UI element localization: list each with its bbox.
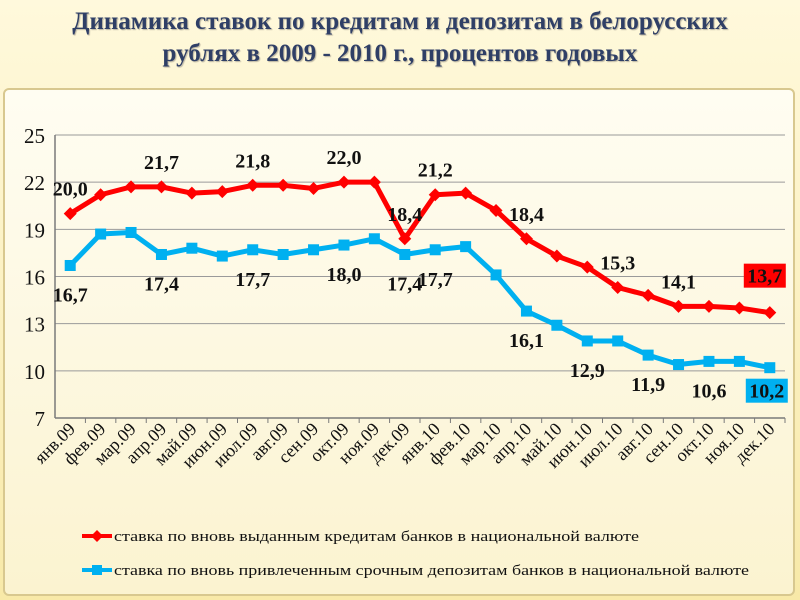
data-point-1-13	[460, 241, 472, 253]
data-point-1-15	[520, 305, 532, 317]
data-label-0-9: 22,0	[326, 147, 361, 169]
data-label-1-6: 17,7	[235, 269, 270, 291]
data-point-1-5	[216, 250, 228, 262]
data-label-0-23: 13,7	[747, 266, 782, 288]
y-tick-label-13: 13	[24, 313, 45, 337]
data-label-0-3: 21,7	[144, 152, 179, 174]
axes	[54, 135, 786, 423]
chart-title-line1: Динамика ставок по кредитам и депозитам …	[72, 8, 728, 35]
legend: ставка по вновь выданным кредитам банков…	[82, 529, 749, 579]
data-point-0-18	[611, 281, 625, 295]
data-point-0-2	[124, 180, 138, 194]
data-label-1-15: 16,1	[509, 330, 544, 352]
y-tick-label-22: 22	[24, 171, 45, 195]
data-point-1-16	[551, 319, 563, 331]
data-point-1-18	[612, 335, 624, 347]
data-point-0-3	[154, 180, 168, 194]
legend-marker-1	[92, 565, 102, 575]
data-point-1-22	[733, 355, 745, 367]
data-point-0-19	[641, 288, 655, 302]
data-label-0-11: 18,4	[387, 204, 422, 226]
chart-frame	[3, 88, 795, 596]
data-point-1-2	[125, 226, 137, 238]
y-tick-label-7: 7	[35, 407, 46, 431]
data-point-1-14	[490, 269, 502, 281]
data-label-0-6: 21,8	[235, 150, 270, 172]
legend-label-1: ставка по вновь привлеченным срочным деп…	[114, 563, 749, 579]
data-labels: 20,0 21,7 21,8 22,0 18,4 21,2 18,4 15,3 14,1 13,7…	[53, 147, 788, 403]
y-tick-label-16: 16	[24, 266, 45, 290]
data-label-1-17: 12,9	[570, 360, 605, 382]
data-point-1-8	[308, 244, 320, 256]
y-tick-labels: 7 10 13 16 19 22 25	[24, 124, 45, 431]
data-label-1-12: 17,7	[418, 269, 453, 291]
y-tick-label-19: 19	[24, 218, 45, 242]
data-point-1-1	[95, 228, 107, 240]
data-point-1-7	[277, 248, 289, 260]
data-point-0-23	[763, 306, 777, 320]
data-point-0-9	[337, 175, 351, 189]
data-point-1-19	[642, 349, 654, 361]
data-label-1-9: 18,0	[326, 264, 361, 286]
data-label-1-23: 10,2	[749, 381, 784, 403]
x-tick-labels: янв.09фев.09мар.09апр.09май.09июн.09июл.…	[30, 419, 778, 472]
data-point-0-22	[732, 301, 746, 315]
data-label-1-11: 17,4	[387, 273, 422, 295]
data-point-0-6	[246, 178, 260, 192]
data-point-0-10	[367, 175, 381, 189]
data-point-1-6	[247, 244, 259, 256]
data-point-1-17	[581, 335, 593, 347]
y-tick-label-25: 25	[24, 124, 45, 148]
data-point-1-21	[703, 355, 715, 367]
series-group	[63, 175, 777, 374]
data-label-box-0-23	[743, 263, 786, 288]
data-point-1-11	[399, 248, 411, 260]
data-point-0-14	[489, 203, 503, 217]
data-point-1-4	[186, 242, 198, 254]
data-point-0-7	[276, 178, 290, 192]
data-point-1-3	[155, 248, 167, 260]
y-tick-label-10: 10	[24, 360, 45, 384]
chart-title-line2: рублях в 2009 - 2010 г., процентов годов…	[162, 40, 638, 67]
data-point-1-23	[764, 362, 776, 374]
data-label-0-0: 20,0	[53, 179, 88, 201]
data-point-0-17	[580, 260, 594, 274]
data-point-1-0	[64, 259, 76, 271]
data-point-0-15	[519, 232, 533, 246]
data-point-0-16	[550, 249, 564, 263]
data-point-1-9	[338, 239, 350, 251]
data-point-0-11	[398, 232, 412, 246]
data-point-1-12	[429, 244, 441, 256]
data-point-0-4	[185, 186, 199, 200]
data-label-1-19: 11,9	[631, 374, 665, 396]
data-point-0-21	[702, 299, 716, 313]
data-point-0-8	[307, 181, 321, 195]
data-point-0-13	[459, 186, 473, 200]
data-label-1-0: 16,7	[53, 284, 88, 306]
data-point-0-1	[94, 188, 108, 202]
data-label-0-12: 21,2	[418, 160, 453, 182]
data-label-1-21: 10,6	[691, 380, 726, 402]
data-point-1-20	[673, 359, 685, 371]
data-label-box-1-23	[745, 378, 788, 403]
legend-label-0: ставка по вновь выданным кредитам банков…	[114, 529, 639, 545]
data-point-0-20	[672, 299, 686, 313]
data-point-0-12	[428, 188, 442, 202]
data-point-0-0	[63, 207, 77, 221]
data-label-0-15: 18,4	[509, 204, 544, 226]
legend-marker-0	[91, 530, 103, 542]
data-point-0-5	[215, 185, 229, 199]
data-label-1-3: 17,4	[144, 273, 179, 295]
data-label-0-20: 14,1	[661, 271, 696, 293]
data-label-0-18: 15,3	[600, 253, 635, 275]
data-point-1-10	[368, 233, 380, 245]
chart-title: Динамика ставок по кредитам и депозитам …	[0, 6, 800, 70]
